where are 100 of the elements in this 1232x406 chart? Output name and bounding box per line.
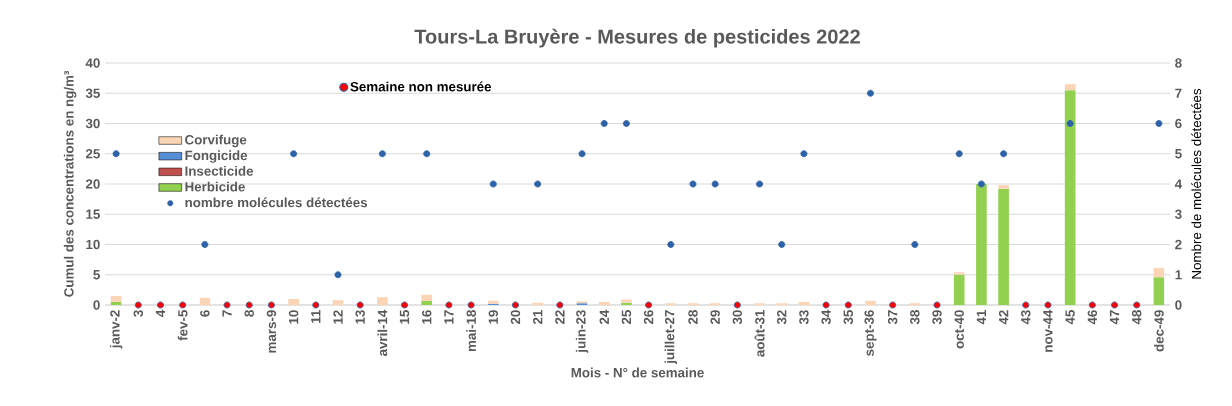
- bar: [199, 297, 211, 305]
- x-tick-label: 25: [621, 310, 632, 325]
- x-tick-label: 10: [288, 310, 299, 324]
- point: [689, 180, 697, 188]
- point: [1022, 301, 1030, 309]
- point: [1066, 120, 1074, 127]
- point: [423, 150, 431, 158]
- y2-tick-label: 3: [1175, 209, 1182, 219]
- x-tick-label: 48: [1132, 310, 1142, 325]
- bar: [421, 300, 433, 305]
- bar: [953, 274, 965, 305]
- y-tick-label: 0: [93, 300, 100, 310]
- point: [889, 301, 897, 309]
- bar: [110, 295, 122, 302]
- point: [867, 89, 874, 97]
- bar: [598, 301, 610, 305]
- x-tick-label: 12: [333, 310, 343, 324]
- x-tick-label: 13: [355, 310, 365, 324]
- x-tick-label: nov-44: [1043, 309, 1053, 352]
- point: [134, 301, 142, 309]
- point: [290, 150, 298, 158]
- y-tick-label: 35: [85, 88, 100, 98]
- bar: [332, 300, 344, 305]
- x-tick-label: avril-14: [377, 309, 388, 356]
- point: [578, 150, 586, 158]
- y2-axis-title: Nombre de molécules détectées: [1191, 88, 1202, 279]
- point: [778, 241, 786, 248]
- point: [556, 301, 564, 309]
- x-tick-label: 29: [710, 310, 720, 325]
- x-tick-label: fev-5: [177, 310, 188, 341]
- y2-tick-label: 5: [1175, 149, 1182, 159]
- point: [1088, 301, 1096, 309]
- y2-tick-label: 7: [1175, 88, 1182, 98]
- point: [667, 241, 675, 248]
- point: [534, 180, 542, 188]
- y2-tick-label: 2: [1175, 239, 1182, 250]
- bar: [998, 185, 1009, 189]
- point: [445, 301, 453, 309]
- point: [822, 301, 830, 309]
- point: [756, 180, 763, 188]
- bar: [421, 294, 433, 301]
- point: [645, 301, 653, 309]
- legend-label: nombre molécules détectées: [185, 197, 368, 208]
- point: [733, 301, 741, 309]
- point: [844, 301, 852, 309]
- x-tick-label: 4: [155, 309, 166, 317]
- x-tick-label: 20: [510, 310, 521, 325]
- legend-label: Corvifuge: [185, 134, 247, 148]
- point: [267, 301, 275, 309]
- y-tick-label: 20: [85, 179, 100, 189]
- x-tick-label: 17: [444, 310, 454, 324]
- bar: [1153, 268, 1165, 278]
- point: [201, 241, 209, 248]
- point: [245, 301, 253, 309]
- point: [933, 301, 941, 309]
- y2-tick-label: 4: [1174, 179, 1183, 189]
- point: [1000, 150, 1008, 158]
- point: [800, 150, 808, 158]
- y2-tick-label: 6: [1175, 118, 1182, 129]
- x-tick-label: 45: [1065, 310, 1075, 325]
- legend-label: Insecticide: [185, 166, 254, 176]
- x-tick-label: 37: [887, 310, 898, 325]
- legend-label: Herbicide: [185, 181, 245, 192]
- point: [1044, 301, 1052, 309]
- x-tick-label: 3: [133, 310, 144, 317]
- legend-label: Fongicide: [185, 150, 248, 163]
- x-tick-label: 24: [599, 309, 609, 325]
- bar: [953, 272, 965, 275]
- y-tick-label: 40: [85, 58, 100, 68]
- x-tick-label: 33: [799, 310, 809, 325]
- x-tick-label: 8: [244, 310, 254, 317]
- x-tick-label: 34: [821, 309, 831, 325]
- x-tick-label: janv-2: [109, 310, 123, 349]
- x-axis-title: Mois - N° de semaine: [571, 367, 704, 378]
- point: [1133, 301, 1141, 309]
- point: [977, 180, 985, 188]
- x-tick-label: 15: [399, 310, 410, 324]
- x-tick-label: 38: [910, 310, 920, 325]
- chart-title: Tours-La Bruyère - Mesures de pesticides 2022: [414, 28, 860, 48]
- x-tick-label: 32: [777, 310, 787, 325]
- y-tick-label: 5: [93, 270, 100, 280]
- x-tick-label: 35: [843, 310, 854, 325]
- point: [711, 180, 719, 188]
- bar: [377, 297, 388, 305]
- point: [179, 301, 187, 309]
- x-tick-label: 46: [1087, 310, 1098, 325]
- x-tick-label: juin-23: [575, 310, 589, 353]
- bar: [1064, 84, 1076, 91]
- bar: [865, 300, 876, 305]
- y-axis-title: Cumul des concentrations en ng/m³: [63, 70, 77, 297]
- x-tick-label: 21: [533, 310, 543, 325]
- y-tick-label: 10: [86, 239, 100, 250]
- point: [955, 150, 963, 158]
- x-tick-label: 28: [688, 310, 698, 325]
- point: [334, 271, 342, 279]
- x-tick-label: dec-49: [1154, 310, 1164, 352]
- point: [489, 180, 497, 188]
- x-tick-label: mai-18: [466, 310, 476, 352]
- x-tick-label: mars-9: [266, 310, 277, 353]
- x-tick-label: 22: [555, 310, 565, 325]
